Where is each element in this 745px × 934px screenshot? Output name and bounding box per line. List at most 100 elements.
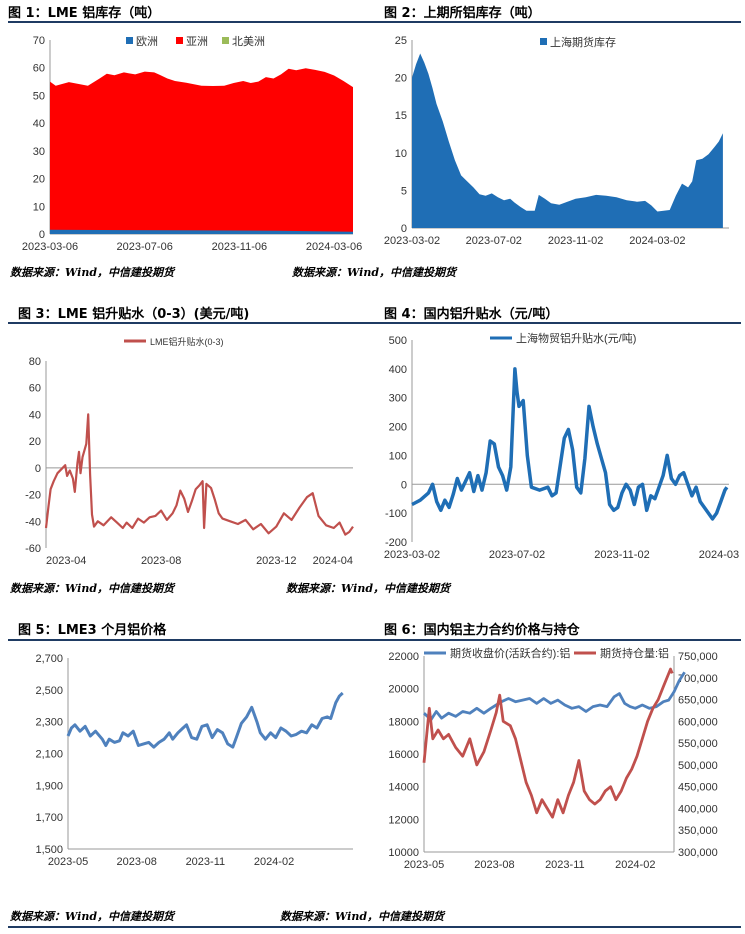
legend-label: 期货收盘价(活跃合约):铝 xyxy=(450,646,570,660)
legend-label: 亚洲 xyxy=(186,36,208,48)
x-tick-label: 2023-11-02 xyxy=(594,549,649,561)
legend-swatch xyxy=(126,37,133,44)
y-tick-label: 50 xyxy=(33,90,45,102)
y2-tick-label: 650,000 xyxy=(678,695,718,707)
y-tick-label: 18000 xyxy=(388,716,419,728)
y-tick-label: 15 xyxy=(395,110,407,122)
y-tick-label: 40 xyxy=(33,118,45,130)
line-series-0 xyxy=(423,671,686,722)
y-tick-label: 0 xyxy=(401,479,407,491)
domestic-spread-chart: -200 -100 0 100 200 300 400 500 2023-03-02 2023-0… xyxy=(384,331,739,561)
legend-label: 北美洲 xyxy=(232,35,265,48)
y2-tick-label: 400,000 xyxy=(678,803,718,815)
x-tick-label: 2024-04 xyxy=(313,555,353,567)
x-tick-label: 2023-11 xyxy=(186,856,226,868)
legend-swatch xyxy=(176,37,183,44)
y-tick-label: 500 xyxy=(389,335,407,347)
x-tick-label: 2023-07-02 xyxy=(466,235,522,247)
y-tick-label: 100 xyxy=(389,450,407,462)
title-rule-1 xyxy=(8,21,741,23)
y-tick-label: 60 xyxy=(33,63,45,75)
x-tick-label: 2023-12 xyxy=(256,555,296,567)
lme-inventory-chart: 0 10 20 30 40 50 60 70 2023-03-06 2023-07-06 2023-… xyxy=(22,35,362,253)
y-tick-label: 5 xyxy=(401,185,407,197)
line-series-0 xyxy=(411,367,729,521)
area-series-0 xyxy=(412,53,723,228)
domestic-price-oi-chart: 10000 12000 14000 16000 18000 20000 22000 300,0… xyxy=(388,646,718,871)
y-tick-label: -40 xyxy=(25,516,41,528)
y2-tick-label: 300,000 xyxy=(678,847,718,859)
y2-tick-label: 350,000 xyxy=(678,825,718,837)
y-tick-label: 70 xyxy=(33,35,45,47)
y-tick-label: 400 xyxy=(389,364,407,376)
lme3m-price-chart: 1,500 1,700 1,900 2,100 2,300 2,500 2,700 2023-… xyxy=(35,653,353,868)
footer-rule xyxy=(8,926,741,928)
y-tick-label: 1,500 xyxy=(35,844,63,856)
y-tick-label: 0 xyxy=(39,229,45,241)
y-tick-label: 25 xyxy=(395,35,407,47)
legend-swatch xyxy=(222,37,229,44)
source-note-4: 数据来源：Wind，中信建投期货 xyxy=(286,582,451,595)
y-tick-label: 10 xyxy=(395,148,407,160)
source-note-6: 数据来源：Wind，中信建投期货 xyxy=(280,910,445,923)
legend-label: 欧洲 xyxy=(136,35,158,48)
x-tick-label: 2023-05 xyxy=(48,856,88,868)
y-tick-label: 0 xyxy=(35,463,41,475)
x-tick-label: 2024-02 xyxy=(254,856,294,868)
x-tick-label: 2023-11-06 xyxy=(212,241,267,253)
line-series-0 xyxy=(66,691,344,749)
title-rule-2 xyxy=(8,322,741,324)
legend-label: 上海物贸铝升贴水(元/吨) xyxy=(516,331,636,345)
y-tick-label: 200 xyxy=(389,422,407,434)
chart-title-6: 图 6：国内铝主力合约价格与持仓 xyxy=(384,623,580,638)
x-tick-label: 2023-07-06 xyxy=(117,241,173,253)
area-series-1 xyxy=(50,68,353,234)
y2-tick-label: 450,000 xyxy=(678,782,718,794)
x-tick-label: 2023-08 xyxy=(116,856,156,868)
source-note-1: 数据来源：Wind，中信建投期货 xyxy=(10,266,175,279)
y-tick-label: 2,300 xyxy=(35,717,63,729)
shfe-inventory-chart: 0 5 10 15 20 25 2023-03-02 2023-07-02 2023-11-02… xyxy=(384,35,729,247)
x-tick-label: 2023-11 xyxy=(545,859,585,871)
x-tick-label: 2024-02 xyxy=(615,859,655,871)
y-tick-label: 2,500 xyxy=(35,685,63,697)
y-tick-label: 300 xyxy=(389,393,407,405)
chart-title-3: 图 3：LME 铝升贴水（0-3）(美元/吨) xyxy=(18,307,250,322)
x-tick-label: 2023-03-02 xyxy=(384,549,440,561)
y-tick-label: 10000 xyxy=(388,847,419,859)
y-tick-label: 20 xyxy=(33,174,45,186)
y-tick-label: 0 xyxy=(401,223,407,235)
y-tick-label: 2,700 xyxy=(35,653,63,665)
x-tick-label: 2023-07-02 xyxy=(489,549,545,561)
y2-tick-label: 600,000 xyxy=(678,716,718,728)
y-tick-label: 20 xyxy=(395,73,407,85)
x-tick-label: 2023-03-06 xyxy=(22,241,78,253)
y-tick-label: 40 xyxy=(29,409,41,421)
legend-label: LME铝升贴水(0-3) xyxy=(150,336,224,347)
y-tick-label: 1,700 xyxy=(35,812,63,824)
chart-title-1: 图 1：LME 铝库存（吨） xyxy=(8,6,161,21)
y-tick-label: 30 xyxy=(33,146,45,158)
x-tick-label: 2023-05 xyxy=(404,859,444,871)
x-tick-label: 2024-03-02 xyxy=(699,549,739,561)
y-tick-label: 20000 xyxy=(388,684,419,696)
y-tick-label: -20 xyxy=(25,490,41,502)
chart-title-4: 图 4：国内铝升贴水（元/吨） xyxy=(384,307,559,322)
y2-tick-label: 700,000 xyxy=(678,673,718,685)
lme-spread-chart: -60 -40 -20 0 20 40 60 80 2023-04 2023-08 2023-12 2… xyxy=(25,336,354,567)
legend-label: 期货持仓量:铝 xyxy=(600,646,669,660)
line-series-1 xyxy=(422,667,674,819)
y-tick-label: 2,100 xyxy=(35,749,63,761)
x-tick-label: 2023-04 xyxy=(46,555,86,567)
x-tick-label: 2023-08 xyxy=(474,859,514,871)
area-series-europe-top xyxy=(50,229,353,234)
y-tick-label: 22000 xyxy=(388,651,419,663)
y-tick-label: 1,900 xyxy=(35,780,63,792)
y2-tick-label: 550,000 xyxy=(678,738,718,750)
line-series-0 xyxy=(44,413,354,536)
y-tick-label: 80 xyxy=(29,356,41,368)
y-tick-label: 14000 xyxy=(388,782,419,794)
chart-title-5: 图 5：LME3 个月铝价格 xyxy=(18,623,167,638)
source-note-2: 数据来源：Wind，中信建投期货 xyxy=(292,266,457,279)
y-tick-label: -60 xyxy=(25,543,41,555)
